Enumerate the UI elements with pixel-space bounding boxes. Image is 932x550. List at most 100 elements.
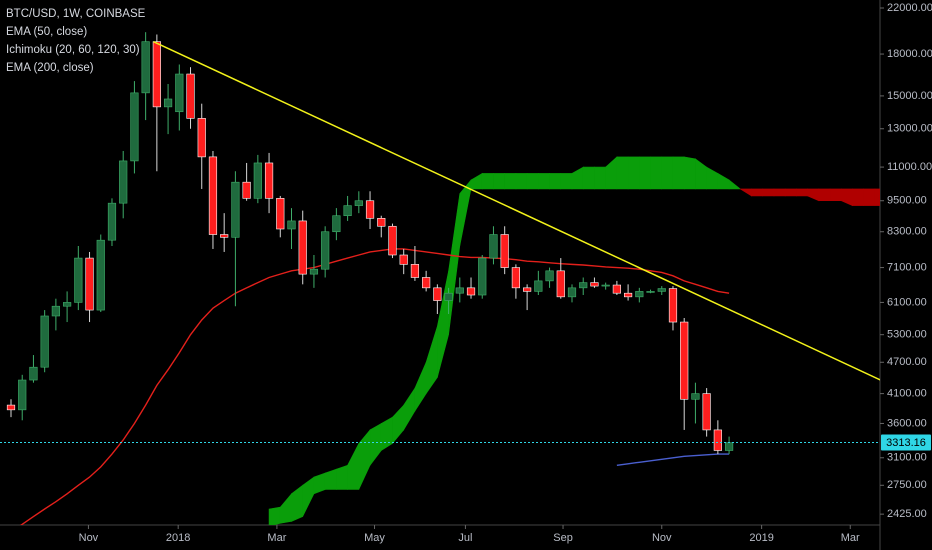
- candle-body: [141, 41, 150, 94]
- ichimoku-cloud: [852, 188, 865, 206]
- y-tick-label: 5300.00: [887, 329, 927, 341]
- candle-body: [40, 315, 49, 368]
- indicator-line: [616, 453, 730, 467]
- candle-body: [567, 287, 577, 298]
- ichimoku-cloud: [313, 472, 326, 495]
- trend-line: [153, 40, 880, 381]
- ichimoku-cloud: [414, 362, 427, 413]
- ichimoku-cloud: [571, 166, 584, 190]
- candle-body: [534, 280, 543, 292]
- ichimoku-cloud: [695, 158, 707, 190]
- y-tick-label: 7100.00: [887, 261, 927, 273]
- ichimoku-cloud: [739, 188, 752, 197]
- price-label-box: [881, 434, 931, 451]
- ichimoku-cloud: [392, 404, 405, 445]
- candle-body: [74, 257, 83, 303]
- candle-body: [253, 162, 262, 199]
- ichimoku-cloud: [728, 179, 742, 190]
- ichimoku-cloud: [762, 188, 775, 197]
- ichimoku-cloud: [818, 188, 831, 202]
- candle-body: [489, 234, 498, 259]
- ichimoku-cloud: [279, 492, 292, 524]
- ichimoku-cloud: [549, 173, 562, 190]
- ichimoku-cloud: [515, 173, 528, 190]
- y-tick-label: 3600.00: [887, 417, 927, 429]
- candle-body: [388, 225, 397, 256]
- x-tick-label: Nov: [79, 532, 99, 544]
- ichimoku-cloud: [594, 166, 606, 190]
- candle-body: [500, 234, 509, 268]
- ichimoku-cloud: [493, 173, 505, 190]
- ichimoku-cloud: [605, 156, 618, 190]
- candle-body: [51, 305, 60, 317]
- ichimoku-cloud: [874, 188, 880, 206]
- candle-body: [545, 270, 554, 282]
- candle-body: [264, 162, 274, 199]
- y-tick-label: 13000.00: [887, 123, 932, 135]
- candle-body: [422, 277, 431, 289]
- candle-body: [18, 379, 27, 411]
- ichimoku-cloud: [504, 173, 517, 190]
- y-tick-label: 11000.00: [887, 161, 932, 173]
- y-tick-label: 2425.00: [887, 508, 927, 520]
- ichimoku-cloud: [324, 468, 337, 490]
- price-label: 3313.16: [886, 437, 926, 449]
- ichimoku-cloud: [538, 173, 550, 190]
- legend-entry: Ichimoku (20, 60, 120, 30): [6, 44, 140, 56]
- overlay: 3313.16: [881, 434, 931, 451]
- candle-body: [668, 288, 678, 323]
- candle-body: [377, 218, 386, 227]
- y-tick-label: 22000.00: [887, 2, 932, 14]
- candle-body: [523, 287, 532, 292]
- ichimoku-cloud: [369, 422, 382, 467]
- ichimoku-cloud: [380, 416, 393, 452]
- legend-entry: EMA (50, close): [6, 26, 87, 38]
- x-tick-label: 2018: [166, 532, 190, 544]
- indicator-line: [19, 248, 730, 525]
- ichimoku-cloud: [582, 166, 595, 190]
- candle-body: [601, 284, 610, 287]
- candle-body: [691, 393, 700, 400]
- candle-body: [466, 287, 476, 296]
- candle-body: [163, 98, 173, 108]
- ichimoku-cloud: [706, 166, 719, 190]
- ichimoku-cloud: [526, 173, 539, 190]
- ichimoku-cloud: [560, 173, 573, 190]
- ichimoku-cloud: [347, 443, 360, 490]
- ichimoku-cloud: [470, 172, 483, 190]
- ichimoku-cloud: [437, 270, 449, 378]
- candle-body: [724, 442, 734, 451]
- ichimoku-cloud: [639, 156, 651, 190]
- candle-body: [231, 181, 240, 238]
- ichimoku-cloud: [863, 188, 876, 206]
- ichimoku-cloud: [683, 156, 696, 190]
- ichimoku-cloud: [672, 156, 685, 190]
- candle-body: [130, 92, 139, 162]
- candle-body: [433, 287, 442, 301]
- ichimoku-cloud: [425, 326, 438, 395]
- y-tick-label: 4700.00: [887, 356, 927, 368]
- candle-body: [399, 254, 408, 265]
- ichimoku-cloud: [829, 188, 842, 202]
- ichimoku-cloud: [358, 429, 371, 490]
- candle-body: [354, 200, 363, 206]
- candle-body: [287, 220, 296, 230]
- x-tick-label: May: [364, 532, 385, 544]
- candle-body: [579, 282, 588, 289]
- ichimoku-cloud: [459, 179, 472, 247]
- candle-body: [623, 292, 633, 298]
- ichimoku-cloud: [807, 188, 820, 202]
- x-tick-label: Nov: [652, 532, 672, 544]
- y-tick-label: 4100.00: [887, 388, 927, 400]
- candle-body: [85, 257, 94, 311]
- x-tick-label: Jul: [458, 532, 472, 544]
- ichimoku-cloud: [291, 484, 304, 522]
- ichimoku-cloud: [796, 188, 808, 197]
- candle-body: [298, 220, 307, 275]
- ichimoku-cloud: [773, 188, 786, 197]
- candle-body: [107, 202, 117, 241]
- candle-body: [343, 205, 352, 217]
- candle-body: [197, 118, 206, 158]
- candle-body: [62, 302, 72, 307]
